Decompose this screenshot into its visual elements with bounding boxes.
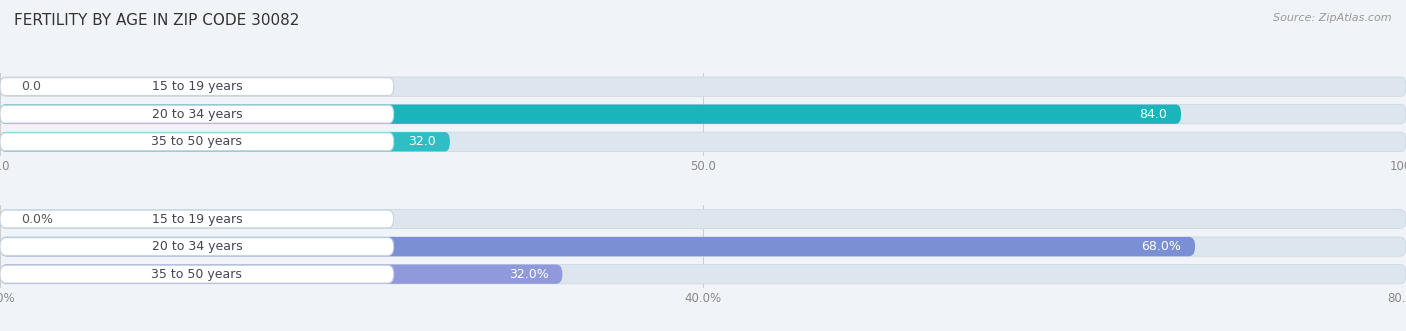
FancyBboxPatch shape (0, 210, 394, 228)
Text: 32.0%: 32.0% (509, 268, 548, 281)
FancyBboxPatch shape (0, 133, 394, 151)
Text: 0.0: 0.0 (21, 80, 41, 93)
FancyBboxPatch shape (0, 77, 1406, 96)
FancyBboxPatch shape (0, 78, 394, 96)
Text: 20 to 34 years: 20 to 34 years (152, 108, 242, 121)
FancyBboxPatch shape (0, 105, 1406, 124)
FancyBboxPatch shape (0, 264, 1406, 284)
Text: 68.0%: 68.0% (1142, 240, 1181, 253)
FancyBboxPatch shape (0, 210, 1406, 229)
FancyBboxPatch shape (0, 238, 394, 256)
Text: 15 to 19 years: 15 to 19 years (152, 213, 242, 225)
FancyBboxPatch shape (0, 264, 562, 284)
Text: 20 to 34 years: 20 to 34 years (152, 240, 242, 253)
FancyBboxPatch shape (0, 265, 394, 283)
FancyBboxPatch shape (0, 105, 394, 123)
FancyBboxPatch shape (0, 132, 1406, 152)
Text: 35 to 50 years: 35 to 50 years (152, 135, 242, 148)
Text: 32.0: 32.0 (408, 135, 436, 148)
Text: 15 to 19 years: 15 to 19 years (152, 80, 242, 93)
Text: 35 to 50 years: 35 to 50 years (152, 268, 242, 281)
FancyBboxPatch shape (0, 132, 450, 152)
Text: Source: ZipAtlas.com: Source: ZipAtlas.com (1274, 13, 1392, 23)
FancyBboxPatch shape (0, 105, 1181, 124)
Text: 0.0%: 0.0% (21, 213, 53, 225)
FancyBboxPatch shape (0, 237, 1195, 256)
FancyBboxPatch shape (0, 237, 1406, 256)
Text: 84.0: 84.0 (1139, 108, 1167, 121)
Text: FERTILITY BY AGE IN ZIP CODE 30082: FERTILITY BY AGE IN ZIP CODE 30082 (14, 13, 299, 28)
